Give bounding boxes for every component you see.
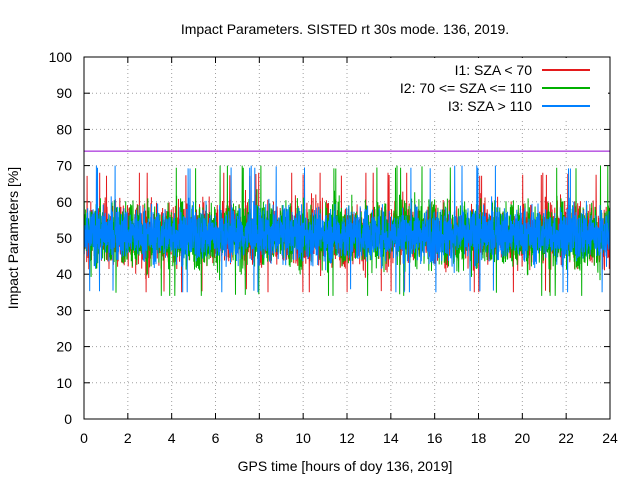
- y-tick-label: 30: [56, 302, 72, 318]
- x-tick-label: 22: [558, 430, 574, 446]
- x-tick-label: 6: [212, 430, 220, 446]
- y-tick-label: 20: [56, 339, 72, 355]
- y-tick-label: 10: [56, 375, 72, 391]
- legend-label-i3: I3: SZA > 110: [448, 98, 532, 114]
- legend-label-i1: I1: SZA < 70: [455, 62, 533, 78]
- x-tick-label: 16: [427, 430, 443, 446]
- chart-title: Impact Parameters. SISTED rt 30s mode. 1…: [181, 21, 509, 37]
- y-tick-label: 80: [56, 121, 72, 137]
- y-tick-label: 50: [56, 230, 72, 246]
- x-tick-label: 10: [295, 430, 311, 446]
- series-group: [83, 165, 611, 296]
- x-tick-labels: 0 2 4 6 8 10 12 14 16 18 20 22 24: [80, 430, 618, 446]
- y-tick-label: 90: [56, 85, 72, 101]
- x-tick-label: 14: [383, 430, 399, 446]
- x-tick-label: 4: [168, 430, 176, 446]
- x-tick-label: 0: [80, 430, 88, 446]
- y-tick-label: 60: [56, 194, 72, 210]
- x-tick-label: 8: [255, 430, 263, 446]
- y-axis-label: Impact Parameters [%]: [5, 167, 21, 309]
- series-line-3: [83, 165, 611, 293]
- x-tick-label: 18: [471, 430, 487, 446]
- legend-label-i2: I2: 70 <= SZA <= 110: [400, 80, 532, 96]
- plot-frame: [83, 56, 611, 420]
- x-tick-label: 12: [339, 430, 355, 446]
- y-tick-label: 0: [64, 411, 72, 427]
- y-tick-label: 70: [56, 158, 72, 174]
- y-tick-label: 40: [56, 266, 72, 282]
- x-tick-label: 20: [515, 430, 531, 446]
- x-tick-label: 24: [602, 430, 618, 446]
- x-tick-label: 2: [124, 430, 132, 446]
- y-tick-label: 100: [49, 49, 73, 65]
- x-axis-label: GPS time [hours of doy 136, 2019]: [238, 458, 453, 474]
- y-tick-labels: 0 10 20 30 40 50 60 70 80 90 100: [49, 49, 73, 427]
- legend: I1: SZA < 70 I2: 70 <= SZA <= 110 I3: SZ…: [370, 58, 608, 118]
